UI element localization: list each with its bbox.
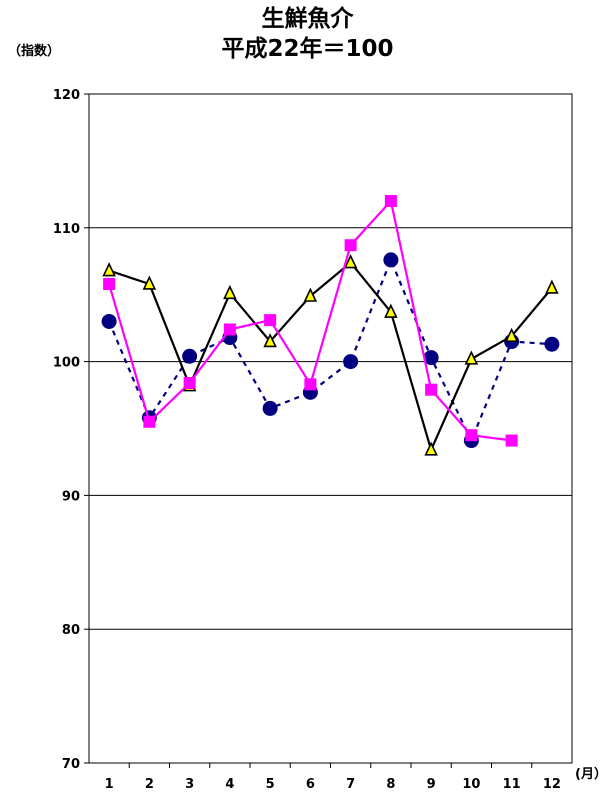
x-tick-label: 5 [266, 777, 275, 792]
chart-subtitle: 平成22年＝100 [221, 36, 394, 62]
x-tick-label: 12 [543, 777, 561, 792]
x-tick-label: 7 [346, 777, 355, 792]
series-1-point [544, 336, 560, 352]
y-tick-label: 100 [53, 356, 80, 371]
x-tick-label: 6 [306, 777, 315, 792]
series-2-point [263, 333, 277, 348]
series-3-point [505, 434, 518, 447]
x-tick-label: 8 [386, 777, 395, 792]
series-3-point [143, 415, 156, 428]
series-2-point [142, 275, 157, 290]
x-tick-label: 2 [145, 777, 154, 792]
y-tick-label: 70 [62, 757, 80, 772]
series-1-line [108, 256, 552, 444]
y-axis-unit: （指数） [8, 44, 61, 59]
series-2-point [223, 284, 237, 300]
x-tick-label: 10 [462, 777, 480, 792]
x-tick-label: 4 [225, 777, 234, 792]
series-3-point [425, 383, 438, 396]
series-1-point [383, 252, 399, 268]
series-2-point [504, 327, 519, 342]
y-tick-label: 90 [62, 489, 80, 504]
chart-title: 生鮮魚介 [261, 6, 354, 32]
y-tick-label: 120 [53, 88, 80, 103]
y-tick-label: 80 [62, 623, 80, 638]
x-tick-label: 3 [185, 777, 194, 792]
x-tick-label: 1 [105, 777, 114, 792]
y-tick-label: 110 [53, 222, 80, 237]
series-3-point [103, 277, 116, 290]
series-2-point [303, 287, 318, 302]
x-tick-label: 11 [503, 777, 521, 792]
x-axis-unit: (月） [575, 767, 607, 782]
series-3-point [183, 377, 196, 390]
series-3-point [223, 323, 236, 336]
series-2-line [108, 261, 553, 454]
series-2-point [343, 254, 358, 269]
series-2-point [545, 279, 559, 294]
series-3-point [344, 239, 357, 252]
series-1-point [262, 400, 278, 416]
x-tick-label: 9 [427, 777, 436, 792]
series-2-point [464, 350, 479, 365]
series-3-point [384, 195, 397, 208]
series-1-point [101, 313, 117, 329]
series-2-point [102, 262, 116, 277]
series-3-point [304, 378, 317, 391]
series-2-point [424, 441, 438, 456]
series-1-point [423, 350, 439, 366]
series-1-point [182, 348, 198, 364]
plot-frame [88, 93, 573, 764]
series-1-point [343, 354, 359, 370]
series-3-point [264, 314, 277, 327]
series-2-point [384, 303, 398, 318]
series-3-point [465, 429, 478, 442]
